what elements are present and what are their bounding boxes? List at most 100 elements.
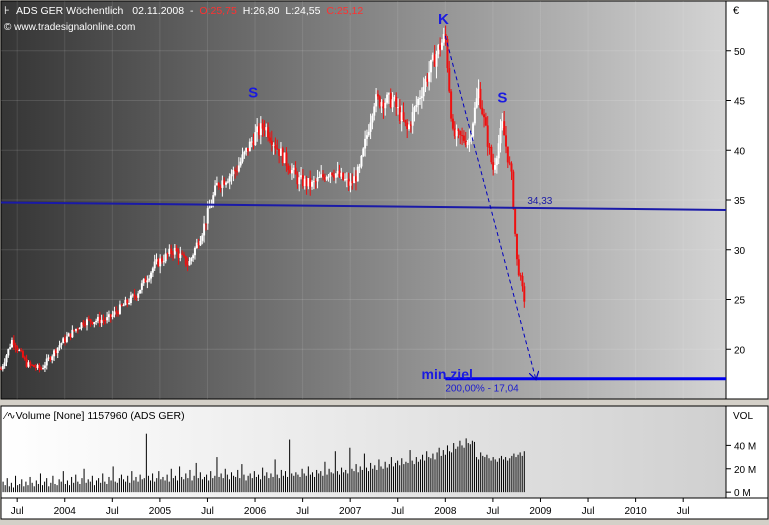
candle-up <box>254 132 257 146</box>
candle-down <box>479 88 482 108</box>
price-panel <box>0 0 727 400</box>
candle-down <box>126 299 129 304</box>
candle-up <box>345 178 348 180</box>
candle-up <box>129 295 132 303</box>
candle-up <box>155 259 158 262</box>
candle-up <box>10 340 13 348</box>
candle-up <box>311 181 314 187</box>
candle-down <box>186 264 189 266</box>
candle-up <box>188 261 191 266</box>
time-tick-label: 2007 <box>339 506 362 517</box>
candle-down <box>157 259 160 267</box>
candle-up <box>419 98 422 100</box>
time-tick-label: Jul <box>677 506 690 517</box>
candle-up <box>113 311 116 315</box>
candle-up <box>365 135 368 139</box>
candle-up <box>159 258 162 267</box>
candle-up <box>384 102 387 109</box>
candle-up <box>360 155 363 167</box>
candle-down <box>514 208 517 234</box>
candle-down <box>294 167 297 175</box>
candle-up <box>42 368 45 370</box>
candle-down <box>31 364 34 366</box>
time-tick-label: 2005 <box>149 506 172 517</box>
candle-up <box>380 102 383 107</box>
candle-down <box>287 165 290 171</box>
time-tick-label: 2004 <box>54 506 77 517</box>
candle-up <box>80 322 83 329</box>
candle-up <box>393 96 396 100</box>
candle-down <box>98 316 101 324</box>
volume-axis-panel <box>725 405 769 499</box>
candle-down <box>217 182 220 187</box>
candle-down <box>54 350 57 354</box>
candle-up <box>429 60 432 73</box>
candle-up <box>139 289 142 294</box>
candle-up <box>5 355 8 363</box>
candle-down <box>521 275 524 287</box>
candle-down <box>197 242 200 246</box>
svg-text:ADS GER Wöchentlich 02: ADS GER Wöchentlich 02.11.2008 - O:25,75… <box>16 5 363 17</box>
source-label: © www.tradesignalonline.com <box>4 22 135 33</box>
candle-down <box>342 172 345 180</box>
price-gridlines <box>1 1 726 399</box>
volume-tick-label: 20 M <box>734 465 756 476</box>
annotation-label: S <box>497 89 507 106</box>
candle-down <box>285 152 288 166</box>
candle-up <box>45 358 48 366</box>
time-tick-label: 2006 <box>244 506 267 517</box>
candle-up <box>60 343 63 346</box>
volume-tick-label: 40 M <box>734 441 756 452</box>
candle-down <box>281 148 284 164</box>
candle-up <box>327 176 330 178</box>
candle-up <box>107 314 110 318</box>
candle-down <box>236 171 239 173</box>
candle-up <box>190 258 193 262</box>
candle-up <box>356 166 359 182</box>
candle-down <box>144 278 147 283</box>
candle-up <box>440 42 443 50</box>
candle-up <box>111 314 114 318</box>
candle-down <box>247 147 250 152</box>
currency-label: € <box>733 5 739 17</box>
candle-down <box>102 319 105 321</box>
candle-down <box>439 45 442 50</box>
candle-up <box>7 348 10 356</box>
candle-up <box>78 328 81 330</box>
time-tick-label: Jul <box>582 506 595 517</box>
candle-down <box>376 94 379 97</box>
candle-down <box>234 169 237 172</box>
candle-down <box>267 127 270 138</box>
candle-down <box>402 112 405 120</box>
candle-down <box>378 96 381 107</box>
candle-up <box>256 126 259 133</box>
candle-down <box>223 180 226 185</box>
candle-down <box>426 78 429 82</box>
candle-up <box>47 357 50 359</box>
candle-up <box>173 247 176 255</box>
candle-up <box>137 293 140 298</box>
candle-down <box>510 163 513 172</box>
candle-up <box>192 255 195 259</box>
candle-up <box>475 98 478 108</box>
candle-down <box>82 322 85 325</box>
chart-icon: ⊦ <box>4 5 10 17</box>
candle-up <box>358 166 361 168</box>
candle-up <box>62 338 65 344</box>
candle-down <box>69 333 72 338</box>
candle-up <box>248 141 251 152</box>
candle-down <box>457 129 460 132</box>
candle-down <box>314 181 317 183</box>
candle-down <box>506 146 509 163</box>
candle-down <box>182 254 185 257</box>
candle-up <box>148 278 151 281</box>
candle-down <box>301 175 304 187</box>
candle-up <box>497 143 500 159</box>
low-label: L:24,55 <box>285 5 320 17</box>
candle-up <box>369 122 372 132</box>
candle-up <box>201 235 204 241</box>
candle-up <box>325 177 328 180</box>
candle-up <box>292 167 295 170</box>
time-axis-panel <box>0 497 769 520</box>
